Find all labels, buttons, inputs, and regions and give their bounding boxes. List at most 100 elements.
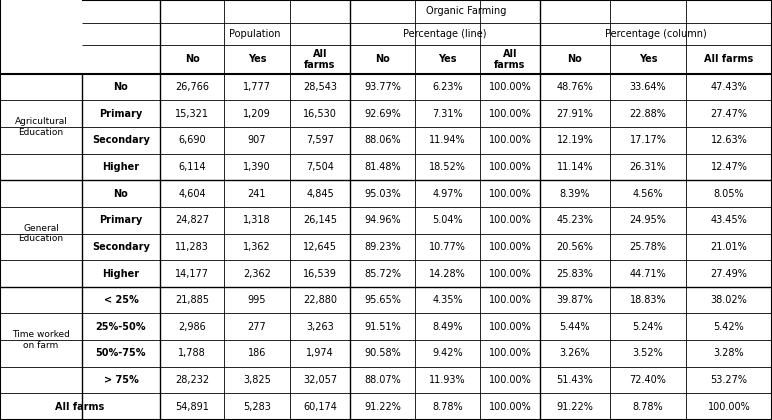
Text: All
farms: All farms bbox=[494, 49, 526, 70]
Text: Agricultural
Education: Agricultural Education bbox=[15, 117, 67, 137]
Text: 14.28%: 14.28% bbox=[429, 268, 466, 278]
Text: 16,539: 16,539 bbox=[303, 268, 337, 278]
Text: 4.56%: 4.56% bbox=[633, 189, 663, 199]
Text: 50%-75%: 50%-75% bbox=[96, 349, 146, 358]
Text: Yes: Yes bbox=[248, 55, 266, 64]
Text: 12,645: 12,645 bbox=[303, 242, 337, 252]
Text: 22,880: 22,880 bbox=[303, 295, 337, 305]
Text: 11.14%: 11.14% bbox=[557, 162, 594, 172]
Text: 5.04%: 5.04% bbox=[432, 215, 462, 225]
Text: 2,362: 2,362 bbox=[243, 268, 271, 278]
Text: 92.69%: 92.69% bbox=[364, 109, 401, 119]
Text: No: No bbox=[113, 82, 128, 92]
Text: 54,891: 54,891 bbox=[175, 402, 209, 412]
Text: 28,232: 28,232 bbox=[175, 375, 209, 385]
Text: 100.00%: 100.00% bbox=[489, 242, 531, 252]
Text: 5.42%: 5.42% bbox=[713, 322, 744, 332]
Text: 186: 186 bbox=[248, 349, 266, 358]
Text: > 75%: > 75% bbox=[103, 375, 138, 385]
Text: 100.00%: 100.00% bbox=[489, 375, 531, 385]
Text: 26,145: 26,145 bbox=[303, 215, 337, 225]
Text: Primary: Primary bbox=[100, 215, 143, 225]
Text: Yes: Yes bbox=[638, 55, 657, 64]
Text: No: No bbox=[185, 55, 199, 64]
Text: < 25%: < 25% bbox=[103, 295, 138, 305]
Text: 100.00%: 100.00% bbox=[489, 109, 531, 119]
Text: 4.97%: 4.97% bbox=[432, 189, 462, 199]
Text: 93.77%: 93.77% bbox=[364, 82, 401, 92]
Text: Percentage (line): Percentage (line) bbox=[403, 29, 487, 39]
Text: 18.83%: 18.83% bbox=[630, 295, 666, 305]
Text: 11.93%: 11.93% bbox=[429, 375, 466, 385]
Text: 100.00%: 100.00% bbox=[489, 189, 531, 199]
Text: 43.45%: 43.45% bbox=[710, 215, 747, 225]
Text: 25%-50%: 25%-50% bbox=[96, 322, 146, 332]
Text: 100.00%: 100.00% bbox=[489, 295, 531, 305]
Text: 7,504: 7,504 bbox=[306, 162, 334, 172]
Text: 48.76%: 48.76% bbox=[557, 82, 594, 92]
Text: 51.43%: 51.43% bbox=[557, 375, 594, 385]
Text: 12.47%: 12.47% bbox=[710, 162, 747, 172]
Text: 4,604: 4,604 bbox=[178, 189, 206, 199]
Text: 7.31%: 7.31% bbox=[432, 109, 462, 119]
Text: 26,766: 26,766 bbox=[175, 82, 209, 92]
Text: 91.22%: 91.22% bbox=[364, 402, 401, 412]
Text: 25.78%: 25.78% bbox=[629, 242, 666, 252]
Text: 1,362: 1,362 bbox=[243, 242, 271, 252]
Text: 18.52%: 18.52% bbox=[429, 162, 466, 172]
Text: Population: Population bbox=[229, 29, 281, 39]
Text: 5.44%: 5.44% bbox=[560, 322, 591, 332]
Text: 27.91%: 27.91% bbox=[557, 109, 594, 119]
Text: 90.58%: 90.58% bbox=[364, 349, 401, 358]
Text: 16,530: 16,530 bbox=[303, 109, 337, 119]
Text: 3.28%: 3.28% bbox=[713, 349, 744, 358]
Text: 22.88%: 22.88% bbox=[629, 109, 666, 119]
Text: 277: 277 bbox=[248, 322, 266, 332]
Text: 9.42%: 9.42% bbox=[432, 349, 462, 358]
Text: 100.00%: 100.00% bbox=[489, 268, 531, 278]
Text: 24,827: 24,827 bbox=[175, 215, 209, 225]
Text: 100.00%: 100.00% bbox=[489, 82, 531, 92]
Text: All
farms: All farms bbox=[304, 49, 336, 70]
Text: 25.83%: 25.83% bbox=[557, 268, 594, 278]
Text: 907: 907 bbox=[248, 135, 266, 145]
Text: 38.02%: 38.02% bbox=[710, 295, 747, 305]
Text: 8.39%: 8.39% bbox=[560, 189, 591, 199]
Text: 1,209: 1,209 bbox=[243, 109, 271, 119]
Text: 95.65%: 95.65% bbox=[364, 295, 401, 305]
Text: 89.23%: 89.23% bbox=[364, 242, 401, 252]
Text: 15,321: 15,321 bbox=[175, 109, 209, 119]
Text: 21,885: 21,885 bbox=[175, 295, 209, 305]
Text: 10.77%: 10.77% bbox=[429, 242, 466, 252]
Text: 95.03%: 95.03% bbox=[364, 189, 401, 199]
Text: 3,263: 3,263 bbox=[306, 322, 334, 332]
Text: 5.24%: 5.24% bbox=[632, 322, 663, 332]
Text: Secondary: Secondary bbox=[92, 242, 150, 252]
Text: 4.35%: 4.35% bbox=[432, 295, 462, 305]
Text: 6,114: 6,114 bbox=[178, 162, 206, 172]
Text: 14,177: 14,177 bbox=[175, 268, 209, 278]
Text: Secondary: Secondary bbox=[92, 135, 150, 145]
Text: 88.06%: 88.06% bbox=[364, 135, 401, 145]
Text: 3.26%: 3.26% bbox=[560, 349, 591, 358]
Text: 6,690: 6,690 bbox=[178, 135, 206, 145]
Text: Percentage (column): Percentage (column) bbox=[605, 29, 707, 39]
Text: Organic Farming: Organic Farming bbox=[426, 6, 506, 16]
Text: 27.47%: 27.47% bbox=[710, 109, 747, 119]
Text: All farms: All farms bbox=[56, 402, 105, 412]
Text: 3,825: 3,825 bbox=[243, 375, 271, 385]
Text: 85.72%: 85.72% bbox=[364, 268, 401, 278]
Text: 100.00%: 100.00% bbox=[708, 402, 750, 412]
Text: 81.48%: 81.48% bbox=[364, 162, 401, 172]
Text: 5,283: 5,283 bbox=[243, 402, 271, 412]
Text: 24.95%: 24.95% bbox=[629, 215, 666, 225]
Text: 3.52%: 3.52% bbox=[632, 349, 663, 358]
Text: 72.40%: 72.40% bbox=[629, 375, 666, 385]
Text: 241: 241 bbox=[248, 189, 266, 199]
Text: 32,057: 32,057 bbox=[303, 375, 337, 385]
Text: All farms: All farms bbox=[704, 55, 753, 64]
Text: 100.00%: 100.00% bbox=[489, 349, 531, 358]
Text: 27.49%: 27.49% bbox=[710, 268, 747, 278]
Text: 100.00%: 100.00% bbox=[489, 215, 531, 225]
Text: No: No bbox=[567, 55, 582, 64]
